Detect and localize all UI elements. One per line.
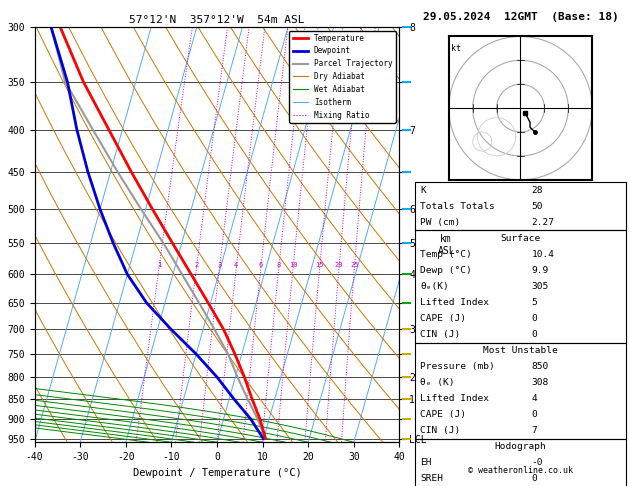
Text: 15: 15 [315,262,324,268]
Text: kt: kt [451,44,461,52]
Text: Most Unstable: Most Unstable [483,346,558,355]
Text: 8: 8 [277,262,281,268]
Text: Pressure (mb): Pressure (mb) [420,362,495,371]
Text: CAPE (J): CAPE (J) [420,314,466,323]
Text: 0: 0 [532,330,537,339]
Text: 5: 5 [532,298,537,307]
Text: Lifted Index: Lifted Index [420,394,489,403]
Text: EH: EH [420,458,431,468]
Text: Lifted Index: Lifted Index [420,298,489,307]
Legend: Temperature, Dewpoint, Parcel Trajectory, Dry Adiabat, Wet Adiabat, Isotherm, Mi: Temperature, Dewpoint, Parcel Trajectory… [289,31,396,122]
Text: 7: 7 [532,426,537,435]
Text: Surface: Surface [501,234,540,243]
Text: 28: 28 [532,186,543,195]
Text: 29.05.2024  12GMT  (Base: 18): 29.05.2024 12GMT (Base: 18) [423,12,618,22]
Text: θₑ(K): θₑ(K) [420,282,449,291]
Text: 25: 25 [350,262,359,268]
X-axis label: Dewpoint / Temperature (°C): Dewpoint / Temperature (°C) [133,468,301,478]
Text: Dewp (°C): Dewp (°C) [420,266,472,275]
Text: 4: 4 [234,262,238,268]
Text: 3: 3 [217,262,221,268]
Text: 0: 0 [532,474,537,484]
Text: CAPE (J): CAPE (J) [420,410,466,419]
Text: 1: 1 [157,262,161,268]
Text: CIN (J): CIN (J) [420,426,460,435]
Text: Hodograph: Hodograph [494,442,547,451]
Text: 0: 0 [532,410,537,419]
Text: PW (cm): PW (cm) [420,218,460,227]
Text: CIN (J): CIN (J) [420,330,460,339]
Text: 6: 6 [259,262,263,268]
Text: © weatheronline.co.uk: © weatheronline.co.uk [468,466,573,475]
Text: 0: 0 [532,314,537,323]
Text: SREH: SREH [420,474,443,484]
Text: K: K [420,186,426,195]
Y-axis label: hPa: hPa [0,225,2,244]
Text: Temp (°C): Temp (°C) [420,250,472,259]
Text: 9.9: 9.9 [532,266,548,275]
Text: θₑ (K): θₑ (K) [420,378,455,387]
Text: 50: 50 [532,202,543,211]
Title: 57°12'N  357°12'W  54m ASL: 57°12'N 357°12'W 54m ASL [129,15,305,25]
Text: 2.27: 2.27 [532,218,555,227]
Text: -0: -0 [532,458,543,468]
Text: 10: 10 [289,262,298,268]
Text: 20: 20 [335,262,343,268]
Text: 10.4: 10.4 [532,250,555,259]
Text: 4: 4 [532,394,537,403]
Y-axis label: km
ASL: km ASL [437,235,455,256]
Text: 850: 850 [532,362,548,371]
Text: 308: 308 [532,378,548,387]
Text: 305: 305 [532,282,548,291]
Text: Totals Totals: Totals Totals [420,202,495,211]
Text: 2: 2 [194,262,199,268]
